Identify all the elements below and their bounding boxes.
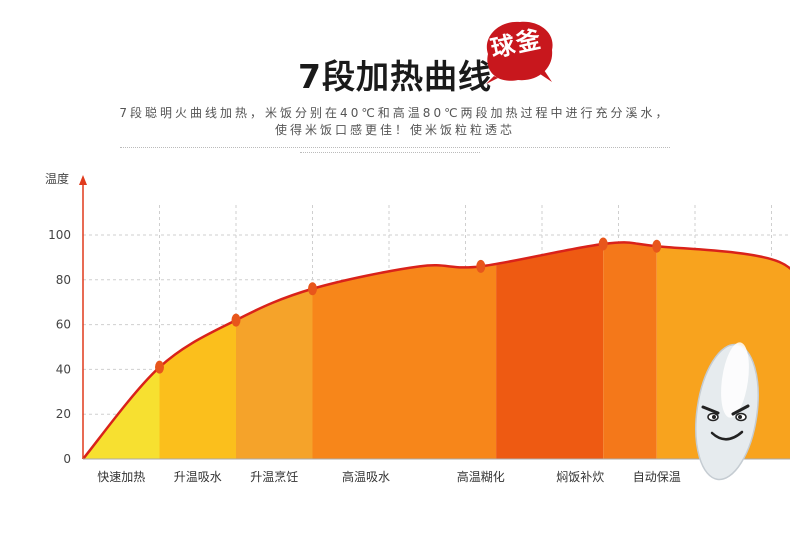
y-axis-arrow xyxy=(79,175,87,185)
stage-band xyxy=(496,242,604,459)
x-category-label: 自动保温 xyxy=(633,470,681,484)
temperature-curve xyxy=(82,241,790,460)
subtitle-line-2: 使得米饭口感更佳！使米饭粒粒透芯 xyxy=(274,123,515,137)
y-tick-label: 0 xyxy=(63,452,71,466)
stage-band xyxy=(603,242,657,459)
x-category-label: 高温吸水 xyxy=(342,469,390,484)
data-point-marker xyxy=(476,259,486,273)
y-tick-label: 80 xyxy=(56,273,71,287)
data-point-marker xyxy=(598,237,608,251)
x-category-label: 升温烹饪 xyxy=(250,469,298,484)
page-title: 7段加热曲线 xyxy=(298,57,492,96)
x-category-label: 高温糊化 xyxy=(457,469,505,484)
y-tick-label: 60 xyxy=(56,318,71,332)
x-category-label: 焖饭补炊 xyxy=(556,469,604,484)
stage-band xyxy=(312,242,497,459)
data-point-marker xyxy=(155,360,164,374)
stage-band xyxy=(83,242,160,459)
divider-line xyxy=(120,147,670,148)
rice-grain-mascot xyxy=(695,342,759,481)
y-tick-label: 20 xyxy=(56,407,71,421)
data-point-marker xyxy=(231,313,241,327)
y-axis-title: 温度 xyxy=(45,171,69,186)
x-category-label: 快速加热 xyxy=(97,470,145,484)
divider-line-short xyxy=(300,152,480,153)
y-tick-label: 100 xyxy=(48,228,71,242)
x-category-label: 升温吸水 xyxy=(174,470,222,484)
data-point-marker xyxy=(652,239,662,253)
subtitle-line-1: 7段聪明火曲线加热，米饭分别在40℃和高温80℃两段加热过程中进行充分溪水， xyxy=(119,106,671,120)
stage-band xyxy=(236,242,313,459)
brand-stamp xyxy=(486,21,553,84)
y-tick-label: 40 xyxy=(56,362,71,376)
data-point-marker xyxy=(308,282,317,296)
stage-band xyxy=(159,242,236,459)
